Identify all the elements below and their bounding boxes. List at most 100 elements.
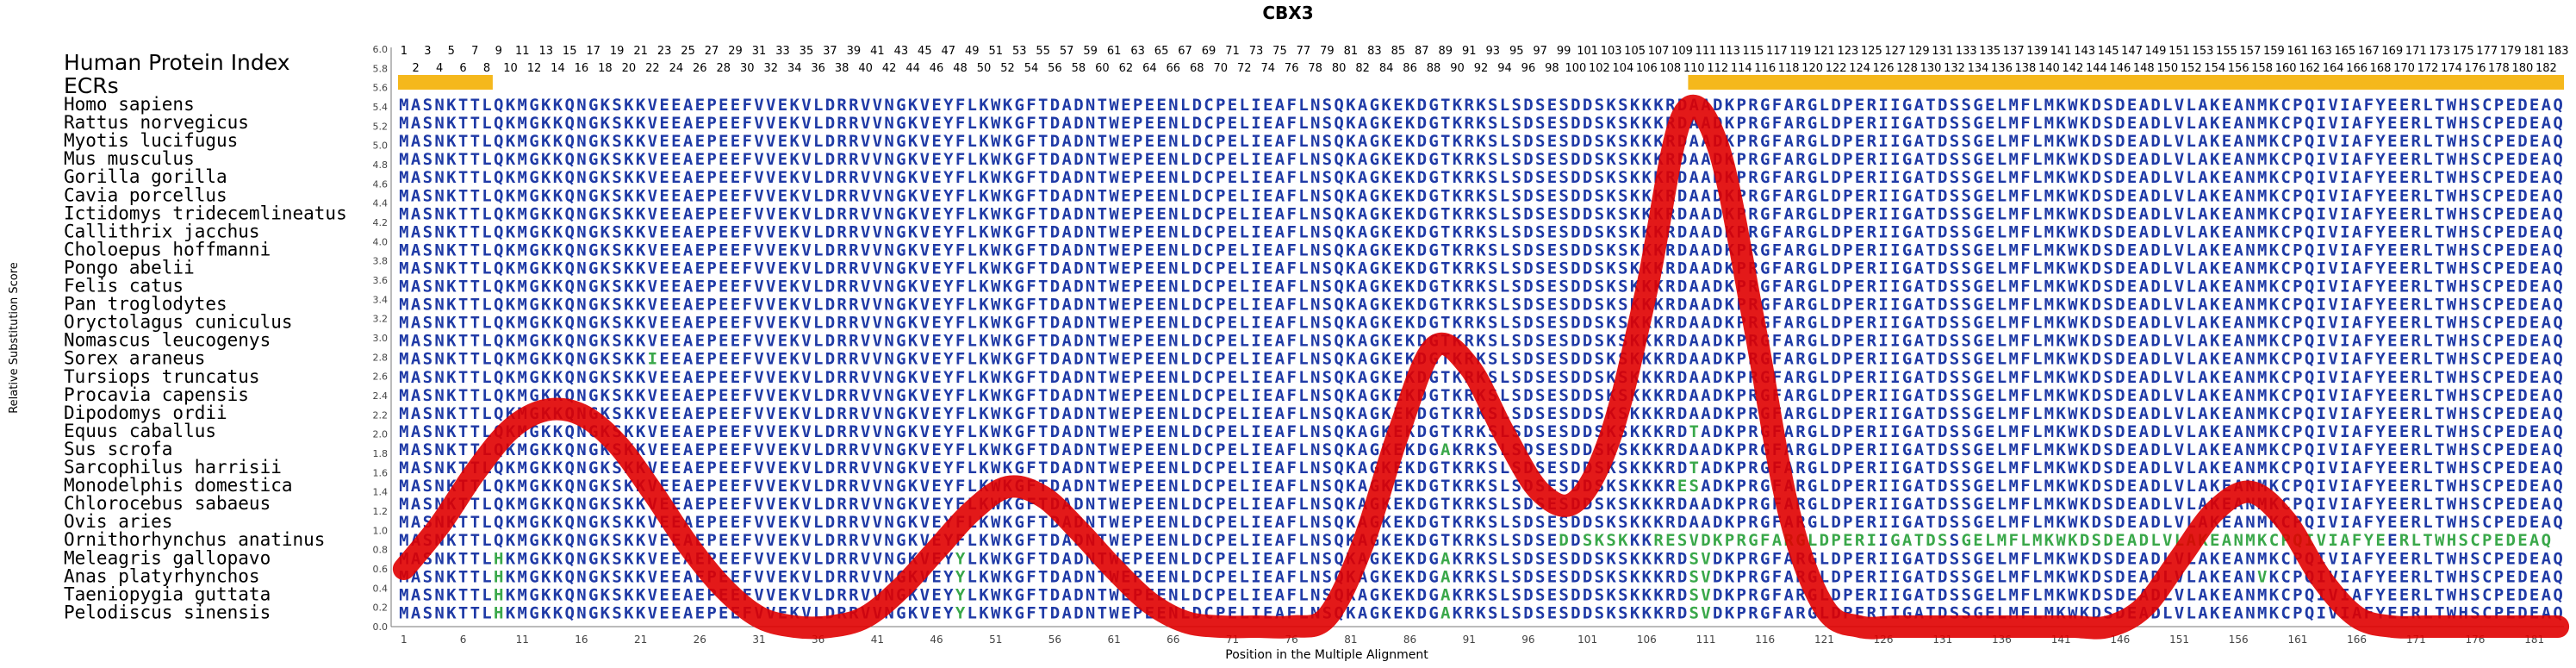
residue: Y [943, 150, 954, 169]
residue: D [2517, 404, 2527, 423]
residue: E [2222, 278, 2231, 297]
residue: A [2233, 459, 2243, 478]
residue: D [1831, 459, 1840, 478]
residue: K [1606, 513, 1616, 532]
residue: G [529, 477, 538, 496]
residue: G [529, 549, 538, 568]
residue: R [1665, 259, 1676, 278]
residue: L [2411, 531, 2421, 550]
residue: D [2150, 459, 2160, 478]
residue: Q [2305, 404, 2314, 423]
residue: L [2020, 531, 2030, 550]
residue: I [1890, 259, 1900, 278]
residue: A [2542, 495, 2552, 514]
residue: K [2269, 259, 2280, 278]
residue: A [411, 96, 421, 115]
residue: P [1737, 350, 1746, 369]
residue: C [2280, 314, 2290, 333]
residue: P [1843, 114, 1852, 133]
residue: A [2139, 150, 2150, 169]
residue: L [813, 332, 823, 351]
residue: F [1286, 404, 1296, 423]
residue: L [482, 240, 491, 259]
residue: A [2352, 222, 2362, 241]
residue: T [1440, 404, 1450, 423]
residue: D [1523, 114, 1533, 133]
residue: A [1358, 222, 1368, 241]
residue: A [683, 186, 694, 205]
protein-index-number: 123 [1837, 45, 1858, 58]
x-tick-label: 41 [871, 634, 884, 646]
residue: N [1086, 368, 1095, 387]
residue: A [683, 240, 694, 259]
residue: N [884, 531, 893, 550]
residue: L [968, 314, 977, 333]
protein-index-number: 28 [717, 62, 731, 75]
residue: R [849, 440, 859, 459]
residue: E [1985, 186, 1994, 205]
residue: M [2257, 459, 2267, 478]
residue: S [1559, 150, 1568, 169]
residue: A [2352, 440, 2362, 459]
residue: M [2044, 404, 2054, 423]
residue: S [1962, 222, 1971, 241]
residue: K [1476, 186, 1486, 205]
residue: V [754, 549, 763, 568]
residue: G [1902, 368, 1912, 387]
residue: I [1878, 132, 1888, 151]
residue: R [1867, 296, 1877, 315]
residue: W [1109, 222, 1119, 241]
residue: F [955, 204, 965, 223]
residue: E [1985, 240, 1994, 259]
residue: R [1867, 186, 1877, 205]
residue: P [2293, 204, 2302, 223]
protein-index-number: 7 [471, 45, 478, 58]
residue: K [446, 114, 457, 133]
residue: S [2470, 240, 2480, 259]
residue: V [754, 459, 763, 478]
residue: V [2328, 459, 2337, 478]
residue: V [754, 477, 763, 496]
residue: R [1465, 495, 1475, 514]
residue: E [1263, 314, 1272, 333]
residue: K [1725, 314, 1735, 333]
residue: L [1500, 459, 1509, 478]
residue: C [2280, 296, 2290, 315]
residue: D [1831, 114, 1840, 133]
residue: D [1677, 259, 1687, 278]
residue: E [1156, 477, 1166, 496]
residue: Q [2305, 332, 2314, 351]
residue: V [920, 240, 930, 259]
residue: G [529, 513, 538, 532]
residue: Q [1334, 531, 1343, 550]
residue: S [1322, 278, 1332, 297]
residue: S [1511, 96, 1521, 115]
residue: W [2068, 168, 2078, 187]
residue: T [470, 114, 480, 133]
residue: I [1890, 350, 1900, 369]
residue: L [968, 549, 977, 568]
residue: K [2269, 186, 2280, 205]
residue: V [861, 332, 870, 351]
residue: V [873, 440, 882, 459]
residue: S [1950, 204, 1959, 223]
residue: R [1867, 168, 1877, 187]
residue: M [399, 350, 408, 369]
residue: W [991, 204, 1001, 223]
residue: R [2411, 278, 2422, 297]
residue: N [576, 549, 586, 568]
residue: E [2399, 204, 2409, 223]
residue: Q [1334, 222, 1343, 241]
residue: L [1997, 513, 2007, 532]
residue: A [1275, 296, 1285, 315]
residue: E [1547, 513, 1557, 532]
residue: S [1535, 549, 1545, 568]
residue: E [671, 222, 681, 241]
residue: C [2269, 531, 2279, 550]
residue: Q [1334, 168, 1343, 187]
residue: N [434, 204, 444, 223]
residue: L [1180, 114, 1190, 133]
species-label: Rattus norvegicus [64, 112, 249, 133]
residue: L [2032, 314, 2042, 333]
residue: G [529, 114, 538, 133]
